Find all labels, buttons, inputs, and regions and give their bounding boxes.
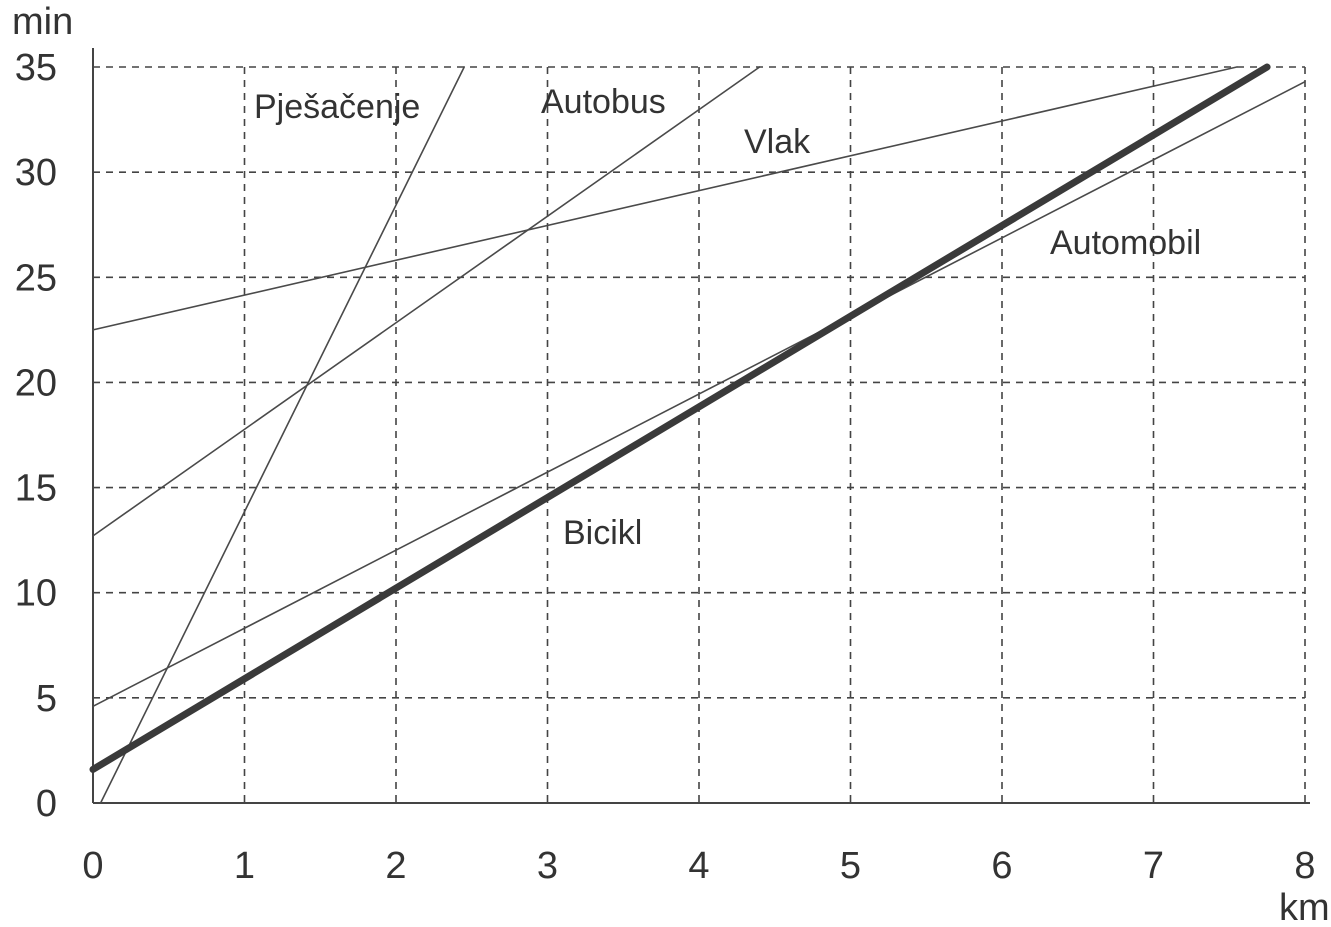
series-label-vlak: Vlak	[744, 123, 811, 161]
series-label-automobil: Automobil	[1050, 224, 1201, 262]
y-tick-label: 0	[36, 783, 57, 825]
x-tick-label: 4	[688, 845, 709, 887]
series-line-0	[99, 66, 466, 804]
x-tick-label: 5	[840, 845, 861, 887]
y-axis-unit-label: min	[12, 1, 73, 43]
x-tick-label: 0	[82, 845, 103, 887]
x-tick-label: 2	[385, 845, 406, 887]
x-tick-label: 6	[991, 845, 1012, 887]
x-axis-unit-label: km	[1279, 887, 1330, 927]
axes	[92, 48, 1310, 804]
x-tick-label: 7	[1143, 845, 1164, 887]
y-tick-label: 5	[36, 678, 57, 720]
x-tick-label: 8	[1294, 845, 1315, 887]
series-labels: Pješačenje Autobus Vlak Automobil Bicikl	[254, 83, 1201, 552]
grid	[93, 66, 1306, 803]
tick-labels: 0 1 2 3 4 5 6 7 8 0 5 10 15 20 25 30 35	[15, 47, 1316, 887]
series-label-autobus: Autobus	[541, 83, 666, 121]
series-label-bicikl: Bicikl	[563, 514, 642, 552]
y-tick-label: 10	[15, 573, 57, 615]
series-label-pjesacenje: Pješačenje	[254, 88, 420, 126]
series-line-4	[89, 63, 1271, 773]
y-tick-label: 15	[15, 468, 57, 510]
series-lines	[89, 63, 1306, 804]
y-tick-label: 25	[15, 257, 57, 299]
series-line-2	[92, 66, 1238, 331]
y-tick-label: 30	[15, 152, 57, 194]
series-line-1	[92, 66, 761, 537]
y-tick-label: 20	[15, 362, 57, 404]
x-tick-label: 1	[234, 845, 255, 887]
series-line-3	[92, 80, 1306, 708]
x-tick-label: 3	[537, 845, 558, 887]
y-tick-label: 35	[15, 47, 57, 89]
